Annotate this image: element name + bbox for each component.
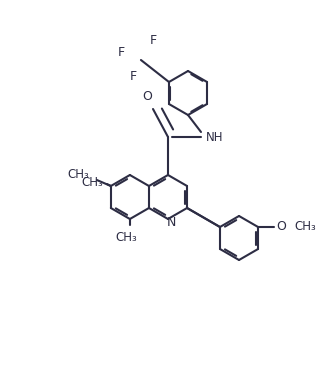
Text: CH₃: CH₃ [115, 231, 137, 244]
Text: CH₃: CH₃ [67, 168, 89, 181]
Text: F: F [149, 35, 157, 47]
Text: NH: NH [206, 131, 224, 143]
Text: F: F [117, 46, 124, 59]
Text: CH₃: CH₃ [81, 176, 103, 188]
Text: CH₃: CH₃ [294, 220, 316, 234]
Text: F: F [130, 70, 137, 84]
Text: O: O [142, 91, 152, 104]
Text: O: O [276, 220, 286, 234]
Text: N: N [166, 216, 176, 230]
